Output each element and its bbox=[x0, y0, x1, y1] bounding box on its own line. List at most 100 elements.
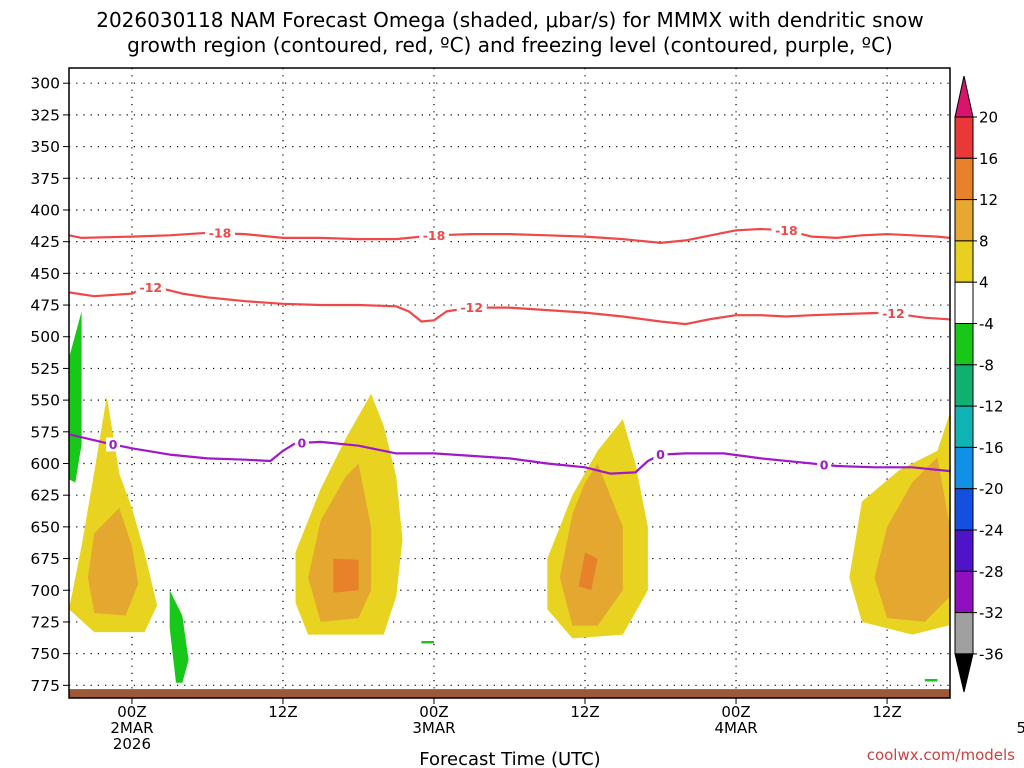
colorbar-swatch bbox=[954, 199, 974, 242]
colorbar-top-arrow bbox=[954, 75, 974, 118]
x-axis-ticks: 00Z2MAR202612Z00Z3MAR12Z00Z4MAR12Z00Z5MA… bbox=[110, 698, 1024, 753]
colorbar-swatch bbox=[954, 281, 974, 325]
colorbar-label: -16 bbox=[979, 439, 1004, 457]
colorbar-swatch bbox=[954, 405, 974, 448]
colorbar-swatch bbox=[954, 488, 974, 531]
colorbar-label: 8 bbox=[979, 232, 989, 250]
omega-region-orange-3 bbox=[559, 463, 623, 626]
omega-region-green-2 bbox=[169, 590, 189, 683]
isotherm-label-bg bbox=[771, 223, 802, 238]
y-tick-label: 600 bbox=[30, 455, 60, 473]
y-tick-label: 300 bbox=[30, 75, 60, 93]
y-tick-label: 725 bbox=[30, 613, 60, 631]
y-tick-label: 400 bbox=[30, 201, 60, 219]
isotherm-label-bg bbox=[456, 300, 487, 315]
isotherm-line--12 bbox=[69, 286, 950, 326]
colorbar-swatch bbox=[954, 240, 974, 283]
credit-link[interactable]: coolwx.com/models bbox=[867, 746, 1015, 764]
colorbar-swatch bbox=[954, 157, 974, 201]
y-tick-label: 350 bbox=[30, 138, 60, 156]
isotherm-label-bg bbox=[653, 447, 668, 462]
isotherm-label: 0 bbox=[820, 457, 829, 472]
y-tick-label: 625 bbox=[30, 487, 60, 505]
x-tick-label: 00Z bbox=[721, 703, 750, 721]
y-tick-label: 675 bbox=[30, 550, 60, 568]
colorbar-swatch bbox=[954, 323, 974, 366]
x-tick-label: 4MAR bbox=[714, 719, 757, 737]
x-tick-label: 00Z bbox=[419, 703, 448, 721]
isotherm-label-bg bbox=[106, 437, 121, 452]
isotherm-line--18 bbox=[69, 227, 950, 244]
colorbar-swatch bbox=[954, 116, 974, 159]
colorbar-swatch bbox=[954, 570, 974, 614]
terrain-fill bbox=[69, 689, 950, 698]
chart-title-line-2: growth region (contoured, red, ºC) and f… bbox=[127, 33, 893, 57]
omega-region-orange-4 bbox=[874, 457, 950, 622]
isotherm-line-0 bbox=[69, 433, 950, 475]
colorbar: 20 16 12 8 4 -4 -8 -12 -16 -20 -24 -28 -32 -36 bbox=[954, 75, 1004, 693]
x-tick-label: 2026 bbox=[113, 735, 151, 753]
isotherm-label-bg bbox=[135, 280, 166, 295]
y-tick-label: 450 bbox=[30, 265, 60, 283]
y-tick-label: 775 bbox=[30, 677, 60, 695]
y-tick-label: 325 bbox=[30, 106, 60, 124]
isotherm-label: -12 bbox=[140, 280, 163, 295]
isotherm-label: -12 bbox=[882, 306, 905, 321]
colorbar-label: 4 bbox=[979, 274, 989, 292]
x-tick-label: 5MAR bbox=[1017, 719, 1024, 737]
colorbar-label: 12 bbox=[979, 191, 998, 209]
chart-title-line-1: 2026030118 NAM Forecast Omega (shaded, μ… bbox=[96, 8, 924, 32]
omega-region-green-1 bbox=[69, 311, 82, 483]
isotherm-label-bg bbox=[878, 306, 909, 321]
y-tick-label: 700 bbox=[30, 582, 60, 600]
y-tick-label: 575 bbox=[30, 423, 60, 441]
omega-region-dark-orange-2 bbox=[333, 558, 359, 593]
colorbar-swatch bbox=[954, 529, 974, 572]
colorbar-label: -32 bbox=[979, 604, 1004, 622]
isotherm-label-bg bbox=[418, 228, 449, 243]
isotherm-label: -12 bbox=[460, 300, 483, 315]
isotherm-label: 0 bbox=[656, 447, 665, 462]
y-tick-label: 750 bbox=[30, 645, 60, 663]
y-tick-label: 500 bbox=[30, 328, 60, 346]
colorbar-label: 16 bbox=[979, 150, 998, 168]
colorbar-label: 20 bbox=[979, 109, 998, 127]
y-tick-label: 475 bbox=[30, 297, 60, 315]
isotherm-label-bg bbox=[817, 457, 832, 472]
y-tick-label: 525 bbox=[30, 360, 60, 378]
x-tick-label: 00Z bbox=[117, 703, 146, 721]
colorbar-label: -36 bbox=[979, 645, 1004, 663]
y-tick-label: 375 bbox=[30, 170, 60, 188]
x-tick-label: 12Z bbox=[872, 703, 901, 721]
isotherm-label: -18 bbox=[209, 226, 232, 241]
plot-frame bbox=[68, 67, 951, 699]
y-tick-label: 425 bbox=[30, 233, 60, 251]
isotherm-label-bg bbox=[205, 226, 236, 241]
temperature-contours: -18 -18 -18 -12 -12 -12 0 0 0 0 bbox=[69, 223, 950, 475]
grid-lines bbox=[69, 68, 950, 698]
y-tick-label: 650 bbox=[30, 518, 60, 536]
colorbar-swatch bbox=[954, 364, 974, 407]
colorbar-label: -8 bbox=[979, 356, 994, 374]
x-tick-label: 12Z bbox=[268, 703, 297, 721]
omega-region-dark-orange-3 bbox=[578, 552, 598, 591]
colorbar-swatch bbox=[954, 612, 974, 655]
chart-title: 2026030118 NAM Forecast Omega (shaded, μ… bbox=[96, 8, 924, 57]
colorbar-label: -24 bbox=[979, 522, 1004, 540]
colorbar-label: -20 bbox=[979, 480, 1004, 498]
omega-region-orange-1 bbox=[87, 507, 139, 616]
isotherm-label: -18 bbox=[423, 228, 446, 243]
colorbar-label: -28 bbox=[979, 563, 1004, 581]
colorbar-bottom-arrow bbox=[954, 653, 974, 693]
terrain-band bbox=[69, 689, 950, 698]
omega-region-green-4 bbox=[924, 679, 938, 682]
isotherm-label: 0 bbox=[297, 435, 306, 450]
isotherm-label-bg bbox=[294, 435, 309, 450]
x-axis-label: Forecast Time (UTC) bbox=[419, 749, 600, 768]
colorbar-swatch bbox=[954, 446, 974, 490]
x-tick-label: 12Z bbox=[570, 703, 599, 721]
omega-shaded-regions bbox=[69, 311, 950, 683]
isotherm-label: -18 bbox=[775, 223, 798, 238]
omega-region-green-3 bbox=[421, 641, 434, 644]
